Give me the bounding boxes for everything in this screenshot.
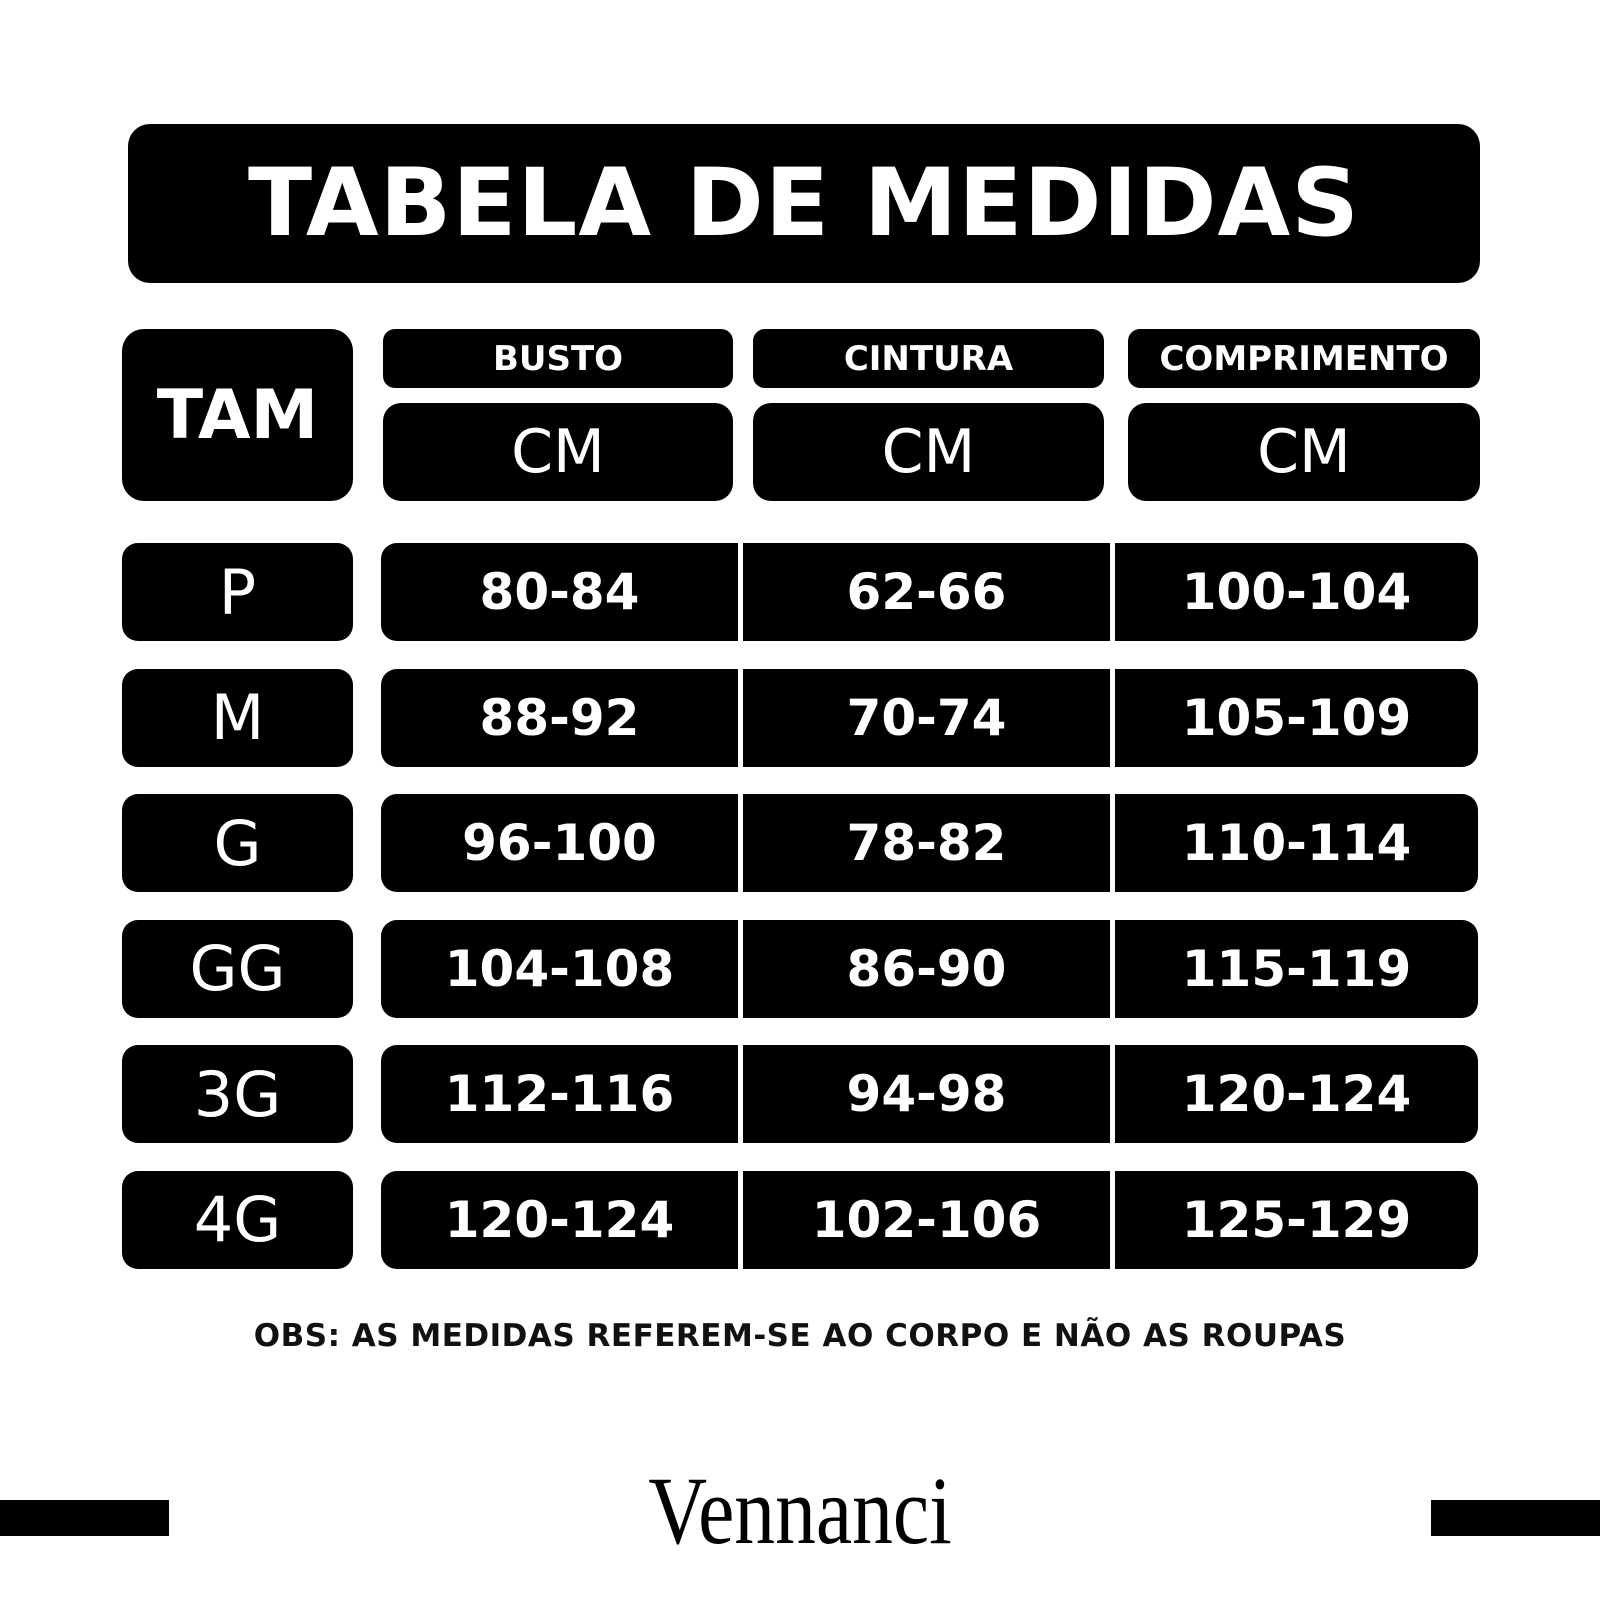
comprimento-cell: 110-114 xyxy=(1181,814,1412,872)
busto-cell: 120-124 xyxy=(381,1170,743,1269)
unit-cintura: CM xyxy=(753,403,1104,501)
brand-logo: Vennanci xyxy=(648,1457,952,1564)
cintura-cell: 62-66 xyxy=(743,543,1115,641)
values-group: 112-116 94-98 120-124 xyxy=(381,1045,1478,1143)
table-row: P 80-84 62-66 100-104 xyxy=(0,543,1600,641)
cintura-cell: 70-74 xyxy=(743,668,1115,767)
decorative-bar-left xyxy=(0,1500,169,1536)
comprimento-cell: 105-109 xyxy=(1181,688,1412,747)
values-group: 96-100 78-82 110-114 xyxy=(381,794,1478,892)
busto-cell: 112-116 xyxy=(381,1045,743,1143)
note: OBS: AS MEDIDAS REFEREM-SE AO CORPO E NÃ… xyxy=(253,1318,1347,1354)
cintura-cell: 86-90 xyxy=(743,919,1115,1018)
size-cell: 3G xyxy=(122,1045,353,1143)
size-cell: 4G xyxy=(122,1170,353,1269)
size-header: TAM xyxy=(122,329,353,501)
table-row: M 88-92 70-74 105-109 xyxy=(0,668,1600,767)
table-row: G 96-100 78-82 110-114 xyxy=(0,794,1600,892)
busto-cell: 88-92 xyxy=(381,668,743,767)
busto-cell: 80-84 xyxy=(381,543,743,641)
values-group: 88-92 70-74 105-109 xyxy=(381,668,1478,767)
table-row: 3G 112-116 94-98 120-124 xyxy=(0,1045,1600,1143)
cintura-cell: 102-106 xyxy=(743,1170,1115,1269)
size-cell: M xyxy=(122,668,353,767)
column-header-cintura: CINTURA xyxy=(753,329,1104,388)
values-group: 120-124 102-106 125-129 xyxy=(381,1170,1478,1269)
page-title: TABELA DE MEDIDAS xyxy=(128,124,1480,283)
size-cell: P xyxy=(122,543,353,641)
cintura-cell: 94-98 xyxy=(743,1045,1115,1143)
comprimento-cell: 120-124 xyxy=(1181,1065,1412,1123)
comprimento-cell: 100-104 xyxy=(1181,563,1412,621)
table-row: GG 104-108 86-90 115-119 xyxy=(0,919,1600,1018)
values-group: 104-108 86-90 115-119 xyxy=(381,919,1478,1018)
size-cell: GG xyxy=(122,919,353,1018)
column-header-busto: BUSTO xyxy=(383,329,733,388)
values-group: 80-84 62-66 100-104 xyxy=(381,543,1478,641)
table-row: 4G 120-124 102-106 125-129 xyxy=(0,1170,1600,1269)
comprimento-cell: 125-129 xyxy=(1181,1190,1412,1249)
busto-cell: 96-100 xyxy=(381,794,743,892)
busto-cell: 104-108 xyxy=(381,919,743,1018)
comprimento-cell: 115-119 xyxy=(1181,939,1412,998)
decorative-bar-right xyxy=(1431,1500,1600,1536)
cintura-cell: 78-82 xyxy=(743,794,1115,892)
size-cell: G xyxy=(122,794,353,892)
unit-comprimento: CM xyxy=(1128,403,1480,501)
column-header-comprimento: COMPRIMENTO xyxy=(1128,329,1480,388)
unit-busto: CM xyxy=(383,403,733,501)
